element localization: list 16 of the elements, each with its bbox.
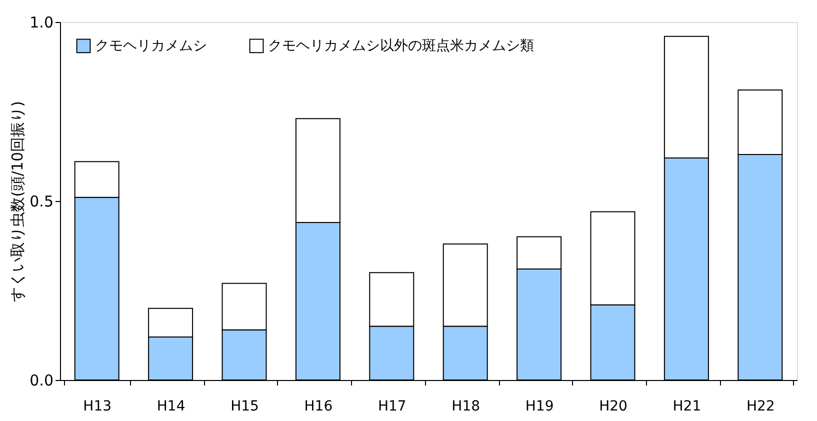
x-tick-label: H22 <box>746 398 775 414</box>
x-tick-label: H17 <box>378 398 406 414</box>
x-tick-label: H18 <box>452 398 480 414</box>
x-tick-label: H21 <box>672 398 702 414</box>
y-tick-label: 0.0 <box>30 372 54 390</box>
x-tick-label: H16 <box>304 398 333 414</box>
legend-label: クモヘリカメムシ以外の斑点米カメムシ類 <box>268 38 534 54</box>
y-axis-title: すくい取り虫数(頭/10回振り) <box>8 101 27 302</box>
x-tick-label: H15 <box>230 398 259 414</box>
x-tick-label: H14 <box>156 398 186 414</box>
legend-label: クモヘリカメムシ <box>95 38 207 54</box>
x-tick-label: H20 <box>599 398 628 414</box>
x-tick-label: H19 <box>525 398 554 414</box>
x-tick-label: H13 <box>83 398 112 414</box>
y-tick-label: 1.0 <box>30 14 54 32</box>
y-tick-label: 0.5 <box>30 192 54 210</box>
